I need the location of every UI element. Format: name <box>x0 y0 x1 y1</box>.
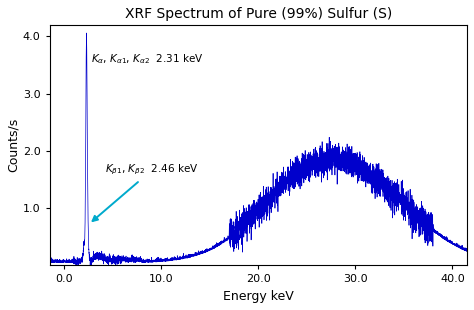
Text: $K_{\beta 1}$, $K_{\beta 2}$  2.46 keV: $K_{\beta 1}$, $K_{\beta 2}$ 2.46 keV <box>92 163 199 221</box>
Text: $K_{\alpha}$, $K_{\alpha 1}$, $K_{\alpha 2}$  2.31 keV: $K_{\alpha}$, $K_{\alpha 1}$, $K_{\alpha… <box>91 52 204 66</box>
Y-axis label: Counts/s: Counts/s <box>7 118 20 172</box>
X-axis label: Energy keV: Energy keV <box>223 290 294 303</box>
Title: XRF Spectrum of Pure (99%) Sulfur (S): XRF Spectrum of Pure (99%) Sulfur (S) <box>125 7 392 21</box>
